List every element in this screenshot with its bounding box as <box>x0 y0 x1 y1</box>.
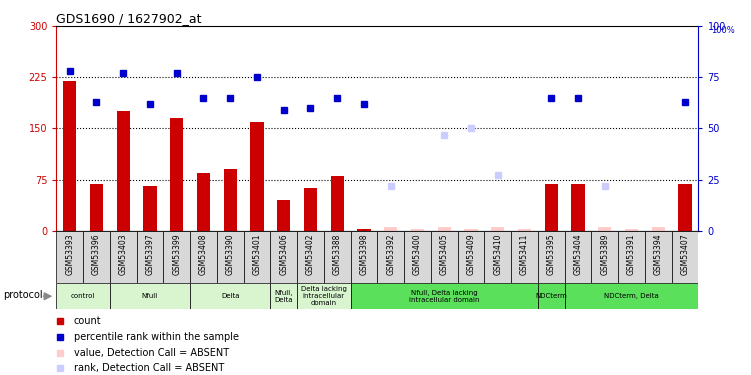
Bar <box>270 231 297 283</box>
Bar <box>544 184 558 231</box>
Bar <box>491 227 505 231</box>
Bar <box>431 231 457 283</box>
Text: GSM53402: GSM53402 <box>306 233 315 275</box>
Text: GSM53400: GSM53400 <box>413 233 422 275</box>
Bar <box>330 176 344 231</box>
Bar <box>378 231 404 283</box>
Text: percentile rank within the sample: percentile rank within the sample <box>74 332 239 342</box>
Bar <box>270 283 297 309</box>
Text: GSM53391: GSM53391 <box>627 233 636 275</box>
Text: GSM53410: GSM53410 <box>493 233 502 275</box>
Bar <box>572 184 585 231</box>
Bar <box>484 231 511 283</box>
Bar <box>277 200 291 231</box>
Text: NDCterm, Delta: NDCterm, Delta <box>604 293 659 299</box>
Bar <box>56 231 83 283</box>
Text: rank, Detection Call = ABSENT: rank, Detection Call = ABSENT <box>74 363 224 374</box>
Bar <box>197 173 210 231</box>
Bar <box>645 231 671 283</box>
Bar <box>137 231 164 283</box>
Bar <box>351 283 538 309</box>
Text: Delta: Delta <box>221 293 240 299</box>
Text: 100%: 100% <box>711 26 735 35</box>
Text: Nfull,
Delta: Nfull, Delta <box>274 290 293 303</box>
Bar <box>538 231 565 283</box>
Text: Nfull: Nfull <box>142 293 158 299</box>
Text: GSM53390: GSM53390 <box>226 233 235 275</box>
Bar <box>404 231 431 283</box>
Bar <box>190 231 217 283</box>
Bar <box>511 231 538 283</box>
Text: count: count <box>74 316 101 326</box>
Text: GSM53388: GSM53388 <box>333 233 342 274</box>
Text: protocol: protocol <box>3 290 43 300</box>
Bar <box>652 227 665 231</box>
Text: GSM53398: GSM53398 <box>360 233 369 275</box>
Bar <box>297 283 351 309</box>
Bar <box>324 231 351 283</box>
Bar <box>190 283 270 309</box>
Bar <box>438 227 451 231</box>
Bar <box>243 231 270 283</box>
Text: GSM53395: GSM53395 <box>547 233 556 275</box>
Text: GSM53401: GSM53401 <box>252 233 261 275</box>
Text: GSM53392: GSM53392 <box>386 233 395 275</box>
Bar <box>56 283 110 309</box>
Bar <box>116 111 130 231</box>
Bar <box>250 122 264 231</box>
Bar <box>678 184 692 231</box>
Text: control: control <box>71 293 95 299</box>
Text: NDCterm: NDCterm <box>535 293 567 299</box>
Bar <box>518 229 531 231</box>
Bar <box>625 229 638 231</box>
Bar <box>83 231 110 283</box>
Text: GSM53396: GSM53396 <box>92 233 101 275</box>
Text: GSM53407: GSM53407 <box>680 233 689 275</box>
Text: GSM53393: GSM53393 <box>65 233 74 275</box>
Bar <box>110 231 137 283</box>
Text: GSM53397: GSM53397 <box>146 233 155 275</box>
Text: GSM53403: GSM53403 <box>119 233 128 275</box>
Text: GDS1690 / 1627902_at: GDS1690 / 1627902_at <box>56 12 202 25</box>
Bar <box>457 231 484 283</box>
Bar <box>538 283 565 309</box>
Text: GSM53404: GSM53404 <box>574 233 583 275</box>
Text: value, Detection Call = ABSENT: value, Detection Call = ABSENT <box>74 348 229 358</box>
Bar <box>357 229 371 231</box>
Bar <box>565 283 698 309</box>
Text: GSM53408: GSM53408 <box>199 233 208 275</box>
Text: GSM53405: GSM53405 <box>440 233 449 275</box>
Bar <box>217 231 243 283</box>
Bar <box>384 227 397 231</box>
Bar <box>163 231 190 283</box>
Bar <box>351 231 377 283</box>
Bar <box>671 231 698 283</box>
Text: GSM53406: GSM53406 <box>279 233 288 275</box>
Bar <box>170 118 183 231</box>
Text: Delta lacking
intracellular
domain: Delta lacking intracellular domain <box>301 286 347 306</box>
Bar <box>63 81 77 231</box>
Bar <box>565 231 592 283</box>
Bar <box>411 229 424 231</box>
Bar <box>143 186 157 231</box>
Text: GSM53409: GSM53409 <box>466 233 475 275</box>
Bar <box>110 283 190 309</box>
Text: GSM53394: GSM53394 <box>654 233 663 275</box>
Bar <box>297 231 324 283</box>
Text: GSM53389: GSM53389 <box>600 233 609 275</box>
Bar <box>224 170 237 231</box>
Bar <box>464 229 478 231</box>
Bar <box>90 184 103 231</box>
Text: GSM53411: GSM53411 <box>520 233 529 274</box>
Bar <box>598 227 611 231</box>
Bar <box>304 188 317 231</box>
Bar <box>592 231 618 283</box>
Bar <box>618 231 645 283</box>
Text: GSM53399: GSM53399 <box>172 233 181 275</box>
Text: Nfull, Delta lacking
intracellular domain: Nfull, Delta lacking intracellular domai… <box>409 290 479 303</box>
